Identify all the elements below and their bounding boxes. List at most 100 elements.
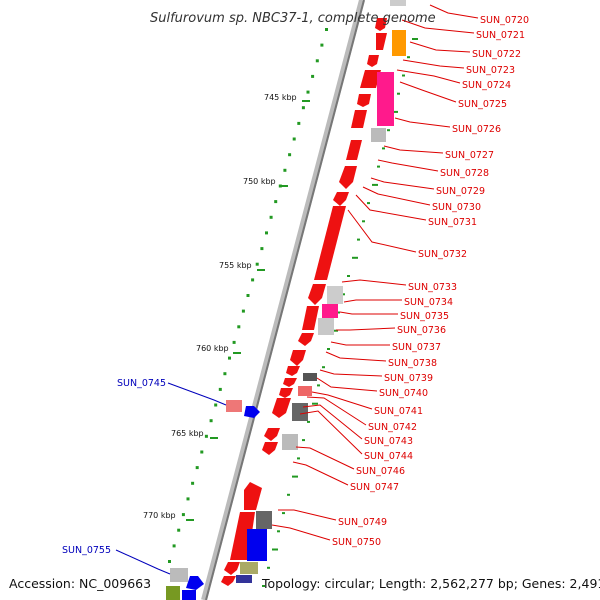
gene-arrow[interactable] bbox=[357, 94, 371, 107]
gene-label[interactable]: SUN_0726 bbox=[452, 124, 501, 135]
feature-block[interactable] bbox=[166, 586, 180, 600]
gene-label[interactable]: SUN_0735 bbox=[400, 311, 449, 322]
gene-arrow[interactable] bbox=[376, 33, 387, 50]
feature-block[interactable] bbox=[327, 286, 343, 304]
gene-label[interactable]: SUN_0740 bbox=[379, 388, 428, 399]
scale-dot bbox=[325, 28, 328, 31]
gene-arrow[interactable] bbox=[262, 442, 278, 455]
gene-arrow[interactable] bbox=[375, 18, 387, 31]
gene-arrow[interactable] bbox=[244, 406, 260, 418]
feature-block[interactable] bbox=[303, 373, 317, 381]
gene-label[interactable]: SUN_0725 bbox=[458, 99, 507, 110]
gene-arrow[interactable] bbox=[224, 562, 240, 575]
gene-arrow[interactable] bbox=[367, 55, 379, 67]
gc-tick bbox=[377, 165, 380, 168]
gene-arrow[interactable] bbox=[314, 206, 346, 280]
gene-label[interactable]: SUN_0745 bbox=[117, 378, 166, 389]
gene-arrow[interactable] bbox=[346, 140, 362, 160]
gc-tick bbox=[392, 110, 398, 113]
gc-tick bbox=[312, 402, 318, 405]
scale-dot bbox=[204, 434, 208, 438]
feature-block[interactable] bbox=[170, 568, 188, 582]
gene-arrow[interactable] bbox=[351, 110, 367, 128]
gene-label[interactable]: SUN_0734 bbox=[404, 297, 453, 308]
gene-label[interactable]: SUN_0731 bbox=[428, 217, 477, 228]
gene-label[interactable]: SUN_0741 bbox=[374, 406, 423, 417]
feature-block[interactable] bbox=[182, 590, 196, 600]
gene-arrow[interactable] bbox=[333, 192, 349, 206]
gc-tick bbox=[282, 512, 285, 515]
gene-arrow[interactable] bbox=[308, 284, 326, 305]
gene-label[interactable]: SUN_0738 bbox=[388, 358, 437, 369]
kbp-label: 765 kbp bbox=[171, 429, 204, 438]
gene-label[interactable]: SUN_0739 bbox=[384, 373, 433, 384]
gene-arrow[interactable] bbox=[264, 428, 280, 441]
gene-label[interactable]: SUN_0742 bbox=[368, 422, 417, 433]
accession-label: Accession: NC_009663 bbox=[9, 576, 151, 591]
gene-label[interactable]: SUN_0727 bbox=[445, 150, 494, 161]
gene-arrow[interactable] bbox=[279, 388, 293, 398]
gene-label[interactable]: SUN_0721 bbox=[476, 30, 525, 41]
feature-block[interactable] bbox=[240, 562, 258, 574]
feature-block[interactable] bbox=[282, 434, 298, 450]
scale-dot bbox=[255, 262, 259, 266]
scale-dot bbox=[292, 137, 296, 141]
gene-arrow[interactable] bbox=[286, 366, 300, 376]
scale-dot bbox=[237, 325, 241, 329]
gene-arrow[interactable] bbox=[290, 350, 306, 366]
scale-dot bbox=[214, 403, 218, 407]
kbp-label: 755 kbp bbox=[219, 261, 252, 270]
gene-label[interactable]: SUN_0729 bbox=[436, 186, 485, 197]
feature-block[interactable] bbox=[256, 511, 272, 529]
gene-arrow[interactable] bbox=[272, 398, 291, 418]
feature-block[interactable] bbox=[322, 304, 338, 318]
feature-block[interactable] bbox=[392, 30, 406, 56]
gene-label[interactable]: SUN_0736 bbox=[397, 325, 446, 336]
feature-block[interactable] bbox=[377, 72, 394, 126]
right-gene-labels: SUN_0720 SUN_0721 SUN_0722 SUN_0723 SUN_… bbox=[332, 15, 529, 548]
gene-arrow[interactable] bbox=[360, 70, 381, 88]
gene-label[interactable]: SUN_0746 bbox=[356, 466, 405, 477]
gene-arrow[interactable] bbox=[283, 378, 297, 387]
gene-arrow[interactable] bbox=[298, 333, 314, 346]
gene-arrow[interactable] bbox=[339, 166, 357, 189]
gene-label[interactable]: SUN_0724 bbox=[462, 80, 511, 91]
feature-block[interactable] bbox=[298, 386, 312, 396]
scale-dot bbox=[265, 231, 268, 235]
feature-block[interactable] bbox=[292, 403, 308, 421]
gene-label[interactable]: SUN_0723 bbox=[466, 65, 515, 76]
scale-dot bbox=[315, 59, 319, 63]
feature-block[interactable] bbox=[371, 128, 386, 142]
scale-dot bbox=[288, 153, 292, 157]
feature-block[interactable] bbox=[390, 0, 406, 6]
gene-label[interactable]: SUN_0722 bbox=[472, 49, 521, 60]
gc-tick bbox=[287, 493, 290, 496]
kbp-label: 750 kbp bbox=[243, 177, 276, 186]
scale-dot bbox=[274, 200, 278, 204]
gene-label[interactable]: SUN_0747 bbox=[350, 482, 399, 493]
gene-label[interactable]: SUN_0755 bbox=[62, 545, 111, 556]
feature-block[interactable] bbox=[318, 318, 334, 335]
gene-arrow[interactable] bbox=[186, 576, 204, 590]
gene-label[interactable]: SUN_0730 bbox=[432, 202, 481, 213]
gene-arrow[interactable] bbox=[221, 576, 236, 586]
gc-tick bbox=[352, 256, 358, 259]
gene-label[interactable]: SUN_0728 bbox=[440, 168, 489, 179]
gene-label[interactable]: SUN_0743 bbox=[364, 436, 413, 447]
gene-arrow[interactable] bbox=[302, 306, 319, 330]
feature-block[interactable] bbox=[247, 529, 267, 561]
gene-arrow[interactable] bbox=[244, 482, 262, 510]
scale-dot bbox=[269, 215, 273, 219]
gene-label[interactable]: SUN_0750 bbox=[332, 537, 381, 548]
gc-tick bbox=[387, 129, 390, 132]
gene-label[interactable]: SUN_0732 bbox=[418, 249, 467, 260]
gene-label[interactable]: SUN_0744 bbox=[364, 451, 413, 462]
feature-block[interactable] bbox=[226, 400, 242, 412]
gene-label[interactable]: SUN_0737 bbox=[392, 342, 441, 353]
gene-label[interactable]: SUN_0733 bbox=[408, 282, 457, 293]
gene-label[interactable]: SUN_0749 bbox=[338, 517, 387, 528]
gene-label[interactable]: SUN_0720 bbox=[480, 15, 529, 26]
feature-block[interactable] bbox=[236, 575, 252, 583]
gc-tick bbox=[332, 329, 338, 332]
